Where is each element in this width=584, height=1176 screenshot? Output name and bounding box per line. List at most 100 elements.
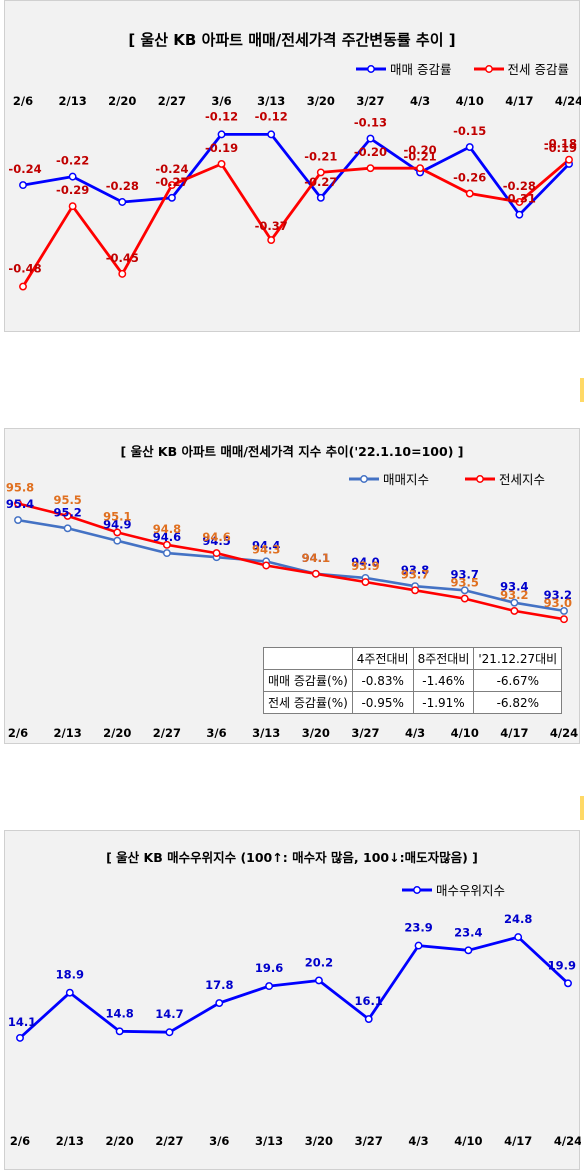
x-tick-label: 2/27 [155,1134,183,1148]
data-point [460,594,469,603]
data-label: 93.7 [451,567,479,581]
table-cell: -1.91% [412,691,475,714]
data-point [118,198,127,206]
data-label: -0.20 [354,145,387,159]
data-label: -0.28 [503,179,536,193]
table-header-cell: 8주전대비 [412,647,475,670]
data-label: -0.21 [304,149,337,163]
x-tick-label: 3/6 [211,94,231,108]
data-point [510,598,519,607]
data-label: 23.9 [404,921,432,935]
price-index-plot: 2/6 2/13 2/20 2/27 3/6 3/13 3/20 3/27 4/3 4/10 4/1… [6,481,578,740]
data-point [267,130,276,139]
data-label: -0.31 [503,192,536,206]
chart-title: [ 울산 KB 아파트 매매/전세가격 주간변동률 추이 ] [128,31,456,49]
x-tick-label: 4/10 [456,94,484,108]
data-point [316,193,325,202]
data-label: 19.9 [548,958,576,972]
data-label: 95.8 [6,481,34,495]
data-point [162,549,171,558]
data-point [63,511,72,520]
data-point [167,181,176,190]
data-label: -0.22 [56,154,89,168]
data-label: 93.0 [544,596,572,610]
x-tick-label: 2/13 [56,1134,84,1148]
data-point [564,979,572,988]
data-point [366,134,375,143]
data-point [167,193,176,202]
data-point [65,988,74,997]
legend-swatch-jeonse-index [464,474,495,483]
data-label: -0.15 [453,124,486,138]
data-label: 93.8 [401,563,429,577]
data-label: 18.9 [56,968,84,982]
data-label: -0.37 [255,219,288,233]
table-cell: -0.95% [351,691,414,714]
data-label: -0.27 [155,175,188,189]
data-point [68,172,77,181]
legend-label-sale-index: 매매지수 [382,472,429,487]
data-point [212,549,221,558]
data-label: 94.8 [153,522,181,536]
data-label: 94.1 [302,551,330,565]
series-line [22,132,571,217]
data-label: 93.2 [500,588,528,602]
data-label: 20.2 [305,955,333,969]
data-point [465,189,474,198]
chart-legend: 매수우위지수 [401,880,505,899]
legend-swatch-buyer-index [401,885,432,894]
data-point [361,578,370,586]
table-header-cell [263,647,353,670]
data-label: -0.48 [8,262,41,276]
legend-swatch-sale [356,64,387,73]
data-label: 94.5 [202,534,230,548]
data-label: 93.2 [544,588,572,602]
data-point [364,1015,373,1024]
legend-label-sale: 매매 증감률 [390,62,452,77]
data-point [14,499,22,508]
data-point [460,586,469,595]
data-point [113,528,122,537]
data-point [267,236,276,244]
data-label: 94.3 [252,543,280,557]
x-tick-label: 4/3 [405,726,425,740]
data-point [68,202,77,211]
data-point [118,269,127,278]
data-label: 19.6 [255,961,283,975]
x-tick-label: 2/20 [108,94,136,108]
data-label: 94.6 [153,530,181,544]
x-tick-label: 3/6 [209,1134,229,1148]
x-tick-label: 3/27 [356,94,384,108]
x-tick-label: 3/27 [355,1134,383,1148]
data-label: -0.26 [453,171,486,185]
table-row: 전세 증감률(%) -0.95% -1.91% -6.82% [263,691,563,714]
data-label: 94.4 [252,538,280,552]
data-label: 14.8 [105,1006,133,1020]
legend-label-jeonse-index: 전세지수 [498,472,545,487]
buyer-superiority-chart-panel: [ 울산 KB 매수우위지수 (100↑: 매수자 많음, 100↓:매도자많음… [4,830,581,1170]
x-tick-label: 4/10 [451,726,479,740]
table-cell: -6.82% [473,691,563,714]
data-point [510,606,519,615]
data-label: 93.4 [500,580,528,594]
data-point [165,1028,174,1037]
legend-label-jeonse: 전세 증감률 [507,62,569,77]
data-label: -0.27 [304,175,337,189]
x-tick-label: 2/6 [13,94,33,108]
data-point [16,1033,24,1042]
data-point [217,130,226,139]
x-tick-label: 4/10 [454,1134,482,1148]
data-point [311,569,320,578]
data-label: -0.24 [8,162,41,176]
x-tick-label: 3/13 [255,1134,283,1148]
data-point [262,561,271,570]
x-tick-label: 2/20 [103,726,131,740]
weekly-change-plot: 2/6 2/13 2/20 2/27 3/6 3/13 3/20 3/27 4/3 4/10 4/1… [8,94,581,291]
legend-swatch-sale-index [348,474,379,483]
data-label: 14.7 [155,1007,183,1021]
data-label: 93.7 [401,567,429,581]
table-cell: -1.46% [412,669,475,692]
x-tick-label: 2/6 [10,1134,30,1148]
data-point [63,524,72,533]
data-point [19,181,27,190]
